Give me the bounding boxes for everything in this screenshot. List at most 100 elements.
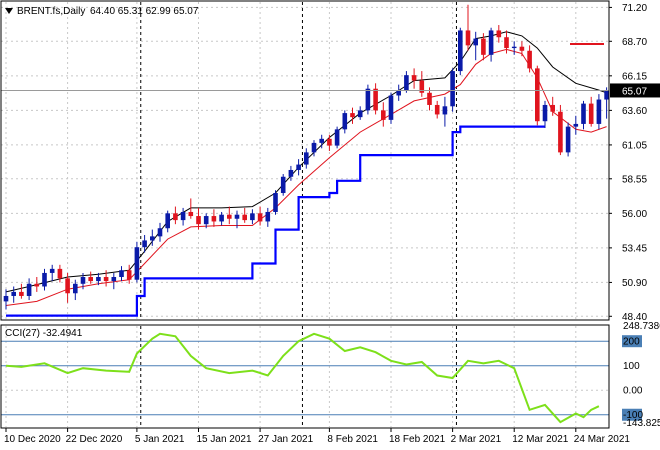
bearish-candle[interactable] [527,50,532,69]
cci-tick-label: -100 [623,410,643,421]
price-panel-frame [0,0,610,321]
date-tick-label: 24 Mar 2021 [574,434,631,445]
bullish-candle[interactable] [511,46,517,49]
bullish-candle[interactable] [80,277,86,284]
bearish-candle[interactable] [88,277,93,282]
bullish-candle[interactable] [311,142,317,153]
bullish-candle[interactable] [304,152,309,165]
bullish-candle[interactable] [404,75,409,91]
date-tick-label: 8 Feb 2021 [327,434,378,445]
price-tick-label: 58.55 [622,174,647,185]
bullish-candle[interactable] [73,283,78,294]
bullish-candle[interactable] [458,30,463,72]
bearish-candle[interactable] [373,88,378,111]
bullish-candle[interactable] [150,236,155,241]
bullish-candle[interactable] [388,95,394,120]
date-tick-label: 15 Jan 2021 [197,434,252,445]
bullish-candle[interactable] [49,268,55,273]
lower-envelope-line [5,48,607,306]
bearish-candle[interactable] [211,216,217,222]
bullish-candle[interactable] [473,38,478,46]
cci-panel-frame [0,324,610,429]
price-tick-label: 56.00 [622,209,647,220]
bearish-candle[interactable] [381,110,386,120]
bullish-candle[interactable] [450,71,455,107]
bearish-candle[interactable] [465,30,471,46]
bullish-candle[interactable] [42,272,47,287]
bearish-candle[interactable] [257,213,263,222]
bearish-candle[interactable] [411,75,417,81]
bullish-candle[interactable] [11,291,16,296]
bullish-candle[interactable] [111,277,117,282]
bearish-candle[interactable] [434,104,440,115]
bullish-candle[interactable] [319,138,324,143]
bullish-candle[interactable] [357,110,363,118]
bullish-candle[interactable] [265,211,271,222]
bearish-candle[interactable] [350,113,355,118]
candlesticks[interactable] [3,4,609,310]
bullish-candle[interactable] [288,169,294,177]
cci-panel[interactable] [1,332,609,424]
bearish-candle[interactable] [19,291,24,296]
bullish-candle[interactable] [442,106,448,115]
bearish-candle[interactable] [327,138,332,146]
bearish-candle[interactable] [57,268,63,279]
bullish-candle[interactable] [3,295,9,302]
bullish-candle[interactable] [396,90,401,96]
dropdown-triangle-icon[interactable] [5,8,13,14]
bearish-candle[interactable] [519,46,525,51]
bullish-candle[interactable] [119,270,124,278]
bullish-candle[interactable] [565,126,571,153]
bearish-candle[interactable] [173,213,178,221]
bullish-candle[interactable] [542,104,548,122]
bearish-candle[interactable] [550,104,555,112]
bearish-candle[interactable] [496,30,502,38]
cci-title: CCI(27) -32.4941 [5,328,83,339]
bullish-candle[interactable] [250,213,255,221]
bullish-candle[interactable] [573,123,579,127]
bearish-candle[interactable] [504,37,509,49]
bullish-candle[interactable] [234,214,240,219]
bearish-candle[interactable] [558,111,563,153]
bearish-candle[interactable] [242,214,247,221]
price-tick-label: 48.40 [622,312,647,323]
bearish-candle[interactable] [196,216,201,225]
bearish-candle[interactable] [34,283,40,287]
bullish-candle[interactable] [296,164,301,170]
bullish-candle[interactable] [165,213,170,229]
bullish-candle[interactable] [157,228,163,237]
bullish-candle[interactable] [219,214,224,222]
bullish-candle[interactable] [96,277,101,282]
bearish-candle[interactable] [419,80,425,93]
bearish-candle[interactable] [65,278,70,294]
bullish-candle[interactable] [334,129,340,146]
bearish-candle[interactable] [535,68,540,122]
bearish-candle[interactable] [188,211,194,217]
bullish-candle[interactable] [26,283,32,296]
date-tick-label: 22 Dec 2020 [66,434,123,445]
bearish-candle[interactable] [103,277,109,282]
bullish-candle[interactable] [342,113,348,130]
ohlc-readout: 64.40 65.31 62.99 65.07 [90,6,199,17]
bullish-candle[interactable] [581,103,586,124]
trailing-stop-line [6,125,545,317]
bullish-candle[interactable] [273,193,278,212]
bullish-candle[interactable] [203,216,209,225]
bullish-candle[interactable] [488,30,494,55]
bearish-candle[interactable] [427,92,432,105]
bearish-candle[interactable] [227,214,232,219]
bullish-candle[interactable] [604,90,609,100]
bullish-candle[interactable] [142,240,147,248]
bullish-candle[interactable] [280,176,286,194]
bearish-candle[interactable] [481,38,486,55]
bearish-candle[interactable] [588,103,594,124]
cci-tick-label: 248.7386 [623,321,660,332]
date-tick-label: 18 Feb 2021 [389,434,446,445]
current-price-label: 65.07 [622,86,647,97]
bullish-candle[interactable] [134,247,140,280]
bullish-candle[interactable] [180,211,186,221]
bearish-candle[interactable] [126,270,132,280]
bullish-candle[interactable] [365,88,371,111]
bullish-candle[interactable] [596,99,602,124]
